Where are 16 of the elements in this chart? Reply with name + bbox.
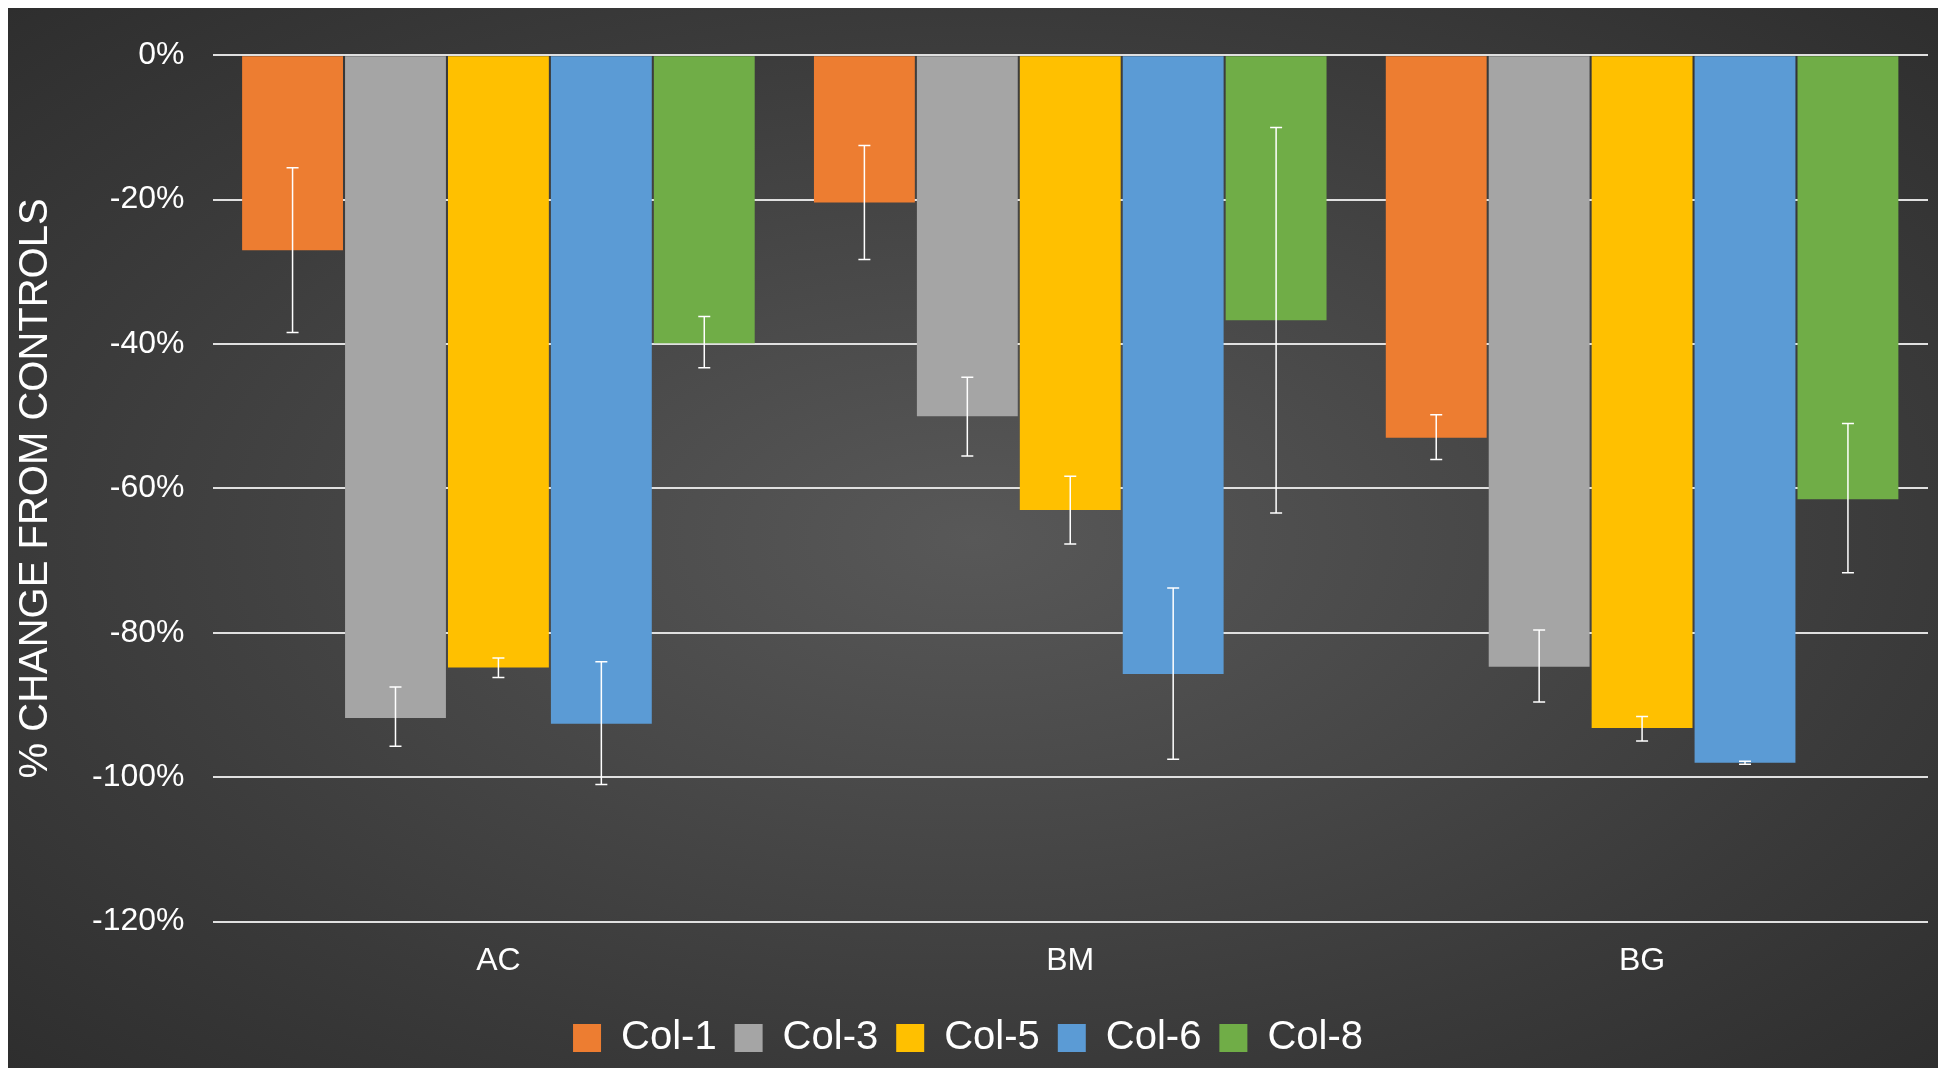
legend-label: Col-5 — [944, 1013, 1040, 1058]
legend-label: Col-1 — [621, 1013, 717, 1058]
y-tick-label: -80% — [109, 612, 185, 649]
x-tick-label: AC — [476, 940, 521, 977]
x-tick-label: BM — [1046, 940, 1095, 977]
x-tick-label: BG — [1618, 940, 1666, 977]
y-tick-label: -100% — [92, 757, 185, 794]
y-tick-label: -40% — [109, 323, 185, 360]
y-tick-label: -120% — [92, 901, 185, 938]
legend-label: Col-3 — [782, 1013, 879, 1058]
y-tick-label: 0% — [138, 35, 185, 72]
y-axis-title: % CHANGE FROM CONTROLS — [11, 198, 56, 779]
y-tick-label: -20% — [109, 179, 185, 216]
legend-label: Col-6 — [1105, 1013, 1202, 1058]
legend-label: Col-8 — [1267, 1013, 1363, 1058]
y-tick-label: -60% — [109, 468, 185, 505]
